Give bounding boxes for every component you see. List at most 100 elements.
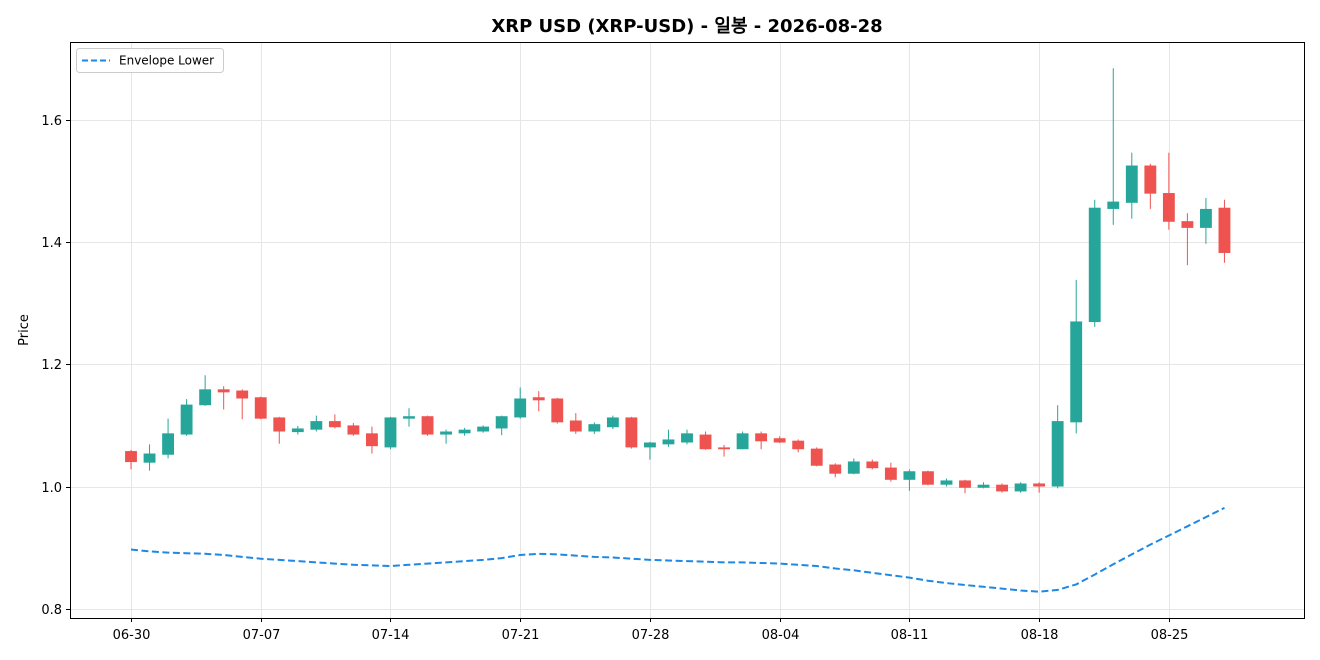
candle (162, 418, 175, 459)
candle-body (366, 433, 378, 447)
candle-body (310, 421, 323, 430)
candle-body (996, 484, 1008, 492)
candle-body (792, 440, 805, 450)
x-tick-label: 08-18 (1021, 628, 1059, 643)
candle-body (847, 461, 860, 474)
candle-body (125, 451, 137, 463)
candle (440, 429, 452, 444)
candle (903, 469, 916, 491)
y-tick-label: 0.8 (41, 603, 62, 618)
candle-body (291, 428, 304, 433)
candle (829, 463, 842, 478)
candle-body (328, 421, 341, 428)
candle-body (588, 424, 601, 432)
candle-body (681, 433, 693, 443)
candle-body (829, 464, 842, 474)
y-axis: 0.8 1.0 1.2 1.4 1.6 (41, 114, 70, 618)
legend-envelope-lower-label: Envelope Lower (119, 54, 214, 68)
candle (403, 408, 415, 427)
candle-body (625, 417, 638, 448)
x-tick-label: 08-04 (762, 628, 800, 643)
grid (70, 42, 1304, 618)
candle (384, 416, 397, 450)
candle-body (644, 442, 656, 448)
candle-body (458, 429, 471, 434)
candle-body (569, 420, 582, 432)
chart-title: XRP USD (XRP-USD) - 일봉 - 2026-08-28 (491, 16, 882, 37)
y-axis-label: Price (17, 314, 32, 346)
candle (1144, 163, 1157, 209)
candle (514, 387, 527, 419)
candle-body (1014, 483, 1027, 492)
candle-body (254, 397, 267, 419)
candle-body (1033, 483, 1046, 487)
candle-body (606, 417, 619, 428)
candle-body (1218, 207, 1231, 253)
candle (792, 439, 805, 453)
x-tick-label: 08-25 (1151, 628, 1189, 643)
y-tick-label: 1.6 (41, 114, 62, 129)
candle (606, 415, 619, 430)
candle (847, 458, 860, 475)
candle-body (662, 439, 675, 445)
candle (1218, 199, 1231, 263)
candle-body (217, 389, 230, 393)
candle (366, 426, 378, 454)
candle (662, 429, 675, 447)
candle (681, 429, 693, 445)
candle (125, 449, 137, 470)
candle (588, 422, 601, 434)
candle (217, 386, 230, 410)
candle (569, 413, 582, 434)
candle (625, 416, 638, 449)
candle (347, 422, 360, 436)
candle (1033, 482, 1046, 493)
candle-body (773, 438, 786, 443)
candle (291, 426, 304, 435)
candle (644, 441, 656, 460)
candle (699, 431, 712, 450)
candle-body (1181, 221, 1194, 228)
candle (810, 447, 823, 467)
legend: Envelope Lower (76, 48, 224, 73)
candle-body (347, 425, 360, 435)
candle-body (1144, 165, 1157, 194)
candle-body (1051, 421, 1064, 487)
x-tick-label: 06-30 (113, 628, 151, 643)
candle-body (866, 461, 879, 469)
x-tick-label: 07-14 (372, 628, 410, 643)
candle (551, 397, 564, 424)
candle-body (180, 404, 193, 435)
candle (1051, 405, 1064, 489)
candle (1107, 68, 1120, 225)
candle (1088, 199, 1101, 327)
candle-body (1125, 165, 1138, 203)
candle (718, 444, 730, 457)
candle-body (273, 417, 286, 432)
candle-body (884, 467, 897, 480)
candle (1070, 279, 1083, 434)
candle-body (162, 433, 175, 455)
candle-body (440, 431, 452, 435)
candle-body (236, 390, 249, 399)
candle (273, 416, 286, 444)
candle (755, 431, 768, 450)
candle (884, 462, 897, 482)
candle (773, 436, 786, 444)
x-axis: 06-30 07-07 07-14 07-21 07-28 08-04 08-11 08-18… (113, 618, 1189, 643)
envelope-lower-line (130, 507, 1225, 593)
candle-body (551, 398, 564, 423)
candle-body (810, 448, 823, 466)
candle-body (1088, 207, 1101, 323)
candle-body (384, 417, 397, 448)
candle (236, 389, 249, 420)
candle (1014, 482, 1027, 493)
legend-box (76, 48, 224, 73)
candle (254, 396, 267, 420)
candle-body (477, 426, 490, 432)
candle-body (755, 433, 768, 442)
candle-body (495, 416, 508, 429)
x-tick-label: 07-21 (502, 628, 540, 643)
